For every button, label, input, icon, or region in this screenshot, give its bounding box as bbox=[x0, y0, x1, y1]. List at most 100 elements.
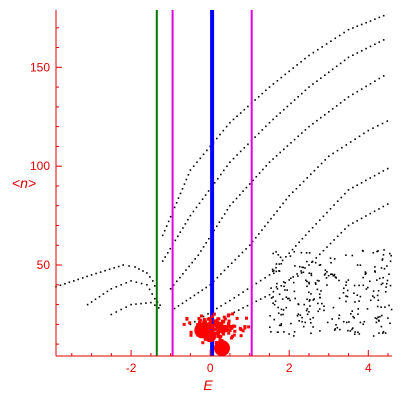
cloud-point bbox=[382, 254, 385, 256]
band-4-point bbox=[169, 247, 172, 250]
band-7-point bbox=[378, 172, 380, 175]
state-point bbox=[227, 319, 231, 323]
band-6-point bbox=[306, 177, 308, 179]
cloud-point bbox=[293, 251, 296, 253]
band-6-point bbox=[185, 299, 188, 302]
cloud-point bbox=[361, 249, 364, 252]
cloud-point bbox=[351, 310, 353, 312]
cloud-point bbox=[354, 301, 356, 303]
band-8-point bbox=[259, 298, 262, 300]
band-6-point bbox=[341, 146, 343, 149]
cloud-point bbox=[362, 276, 364, 279]
cloud-point bbox=[380, 283, 383, 286]
band-3-point bbox=[268, 86, 271, 88]
cloud-point bbox=[334, 276, 337, 278]
band-7-point bbox=[319, 219, 321, 221]
cloud-point bbox=[326, 271, 328, 273]
state-point bbox=[182, 322, 186, 326]
band-0-point bbox=[95, 272, 97, 275]
band-6-point bbox=[279, 206, 281, 208]
band-6-point bbox=[328, 155, 330, 158]
band-6-point bbox=[295, 187, 298, 190]
band-4-point bbox=[378, 41, 381, 43]
cloud-point bbox=[381, 259, 384, 261]
band-0-point bbox=[108, 268, 111, 271]
cloud-point bbox=[278, 324, 281, 327]
band-6-point bbox=[354, 138, 356, 140]
band-5-point bbox=[216, 225, 218, 228]
band-7-point bbox=[382, 170, 385, 172]
band-3-point bbox=[222, 129, 225, 132]
cloud-point bbox=[388, 304, 390, 307]
cloud-point bbox=[356, 264, 359, 266]
cloud-point bbox=[286, 289, 288, 291]
band-5-point bbox=[324, 114, 326, 116]
band-5-point bbox=[331, 108, 334, 110]
band-7-point bbox=[329, 208, 332, 210]
cloud-point bbox=[280, 308, 283, 311]
band-4-point bbox=[189, 214, 192, 217]
cloud-point bbox=[319, 330, 321, 332]
band-2-point bbox=[115, 311, 118, 313]
band-7-point bbox=[259, 279, 262, 282]
cloud-point bbox=[372, 295, 374, 297]
band-6-point bbox=[282, 202, 284, 205]
band-3-point bbox=[187, 174, 190, 176]
band-3-point bbox=[272, 83, 275, 85]
state-point bbox=[222, 332, 225, 336]
cloud-point bbox=[296, 315, 299, 317]
cloud-point bbox=[357, 331, 359, 333]
band-5-point bbox=[279, 151, 281, 154]
state-point bbox=[216, 326, 219, 330]
band-4-point bbox=[243, 147, 246, 149]
band-6-point bbox=[227, 266, 229, 268]
band-6-point bbox=[270, 217, 272, 220]
band-7-point bbox=[304, 234, 307, 236]
band-1-point bbox=[110, 288, 113, 290]
band-3-point bbox=[308, 54, 310, 57]
band-8-point bbox=[347, 224, 350, 227]
cloud-point bbox=[372, 335, 375, 337]
band-7-point bbox=[322, 215, 325, 218]
state-point bbox=[217, 317, 221, 321]
x-axis-label: E bbox=[203, 377, 213, 393]
band-4-point bbox=[365, 47, 367, 50]
cloud-point bbox=[269, 315, 271, 317]
band-4-point bbox=[369, 45, 372, 48]
band-7-point bbox=[246, 288, 249, 290]
band-8-point bbox=[304, 267, 306, 269]
band-4-point bbox=[198, 202, 201, 205]
band-3-point bbox=[288, 70, 290, 73]
cloud-point bbox=[389, 252, 391, 255]
band-6-point bbox=[285, 198, 287, 201]
band-6-point bbox=[381, 122, 384, 125]
band-8-point bbox=[352, 222, 354, 224]
cloud-point bbox=[293, 290, 296, 293]
band-8-point bbox=[340, 231, 343, 234]
cloud-point bbox=[316, 279, 319, 282]
band-7-point bbox=[278, 263, 281, 265]
band-7-point bbox=[315, 223, 317, 225]
cloud-point bbox=[369, 280, 371, 283]
cloud-point bbox=[309, 305, 311, 307]
band-3-point bbox=[216, 137, 218, 140]
cloud-point bbox=[324, 272, 327, 275]
band-8-point bbox=[319, 253, 321, 256]
band-8-point bbox=[382, 205, 385, 208]
cloud-point bbox=[379, 315, 381, 318]
state-point bbox=[197, 317, 201, 320]
cloud-point bbox=[356, 294, 359, 296]
band-7-point bbox=[333, 204, 335, 206]
cloud-point bbox=[383, 249, 385, 251]
band-6-point bbox=[367, 129, 370, 132]
band-3-point bbox=[243, 108, 246, 111]
band-5-point bbox=[182, 273, 184, 275]
cloud-point bbox=[293, 335, 295, 337]
cloud-point bbox=[274, 300, 277, 302]
cloud-point bbox=[280, 323, 283, 325]
band-4-point bbox=[164, 256, 166, 258]
band-5-point bbox=[347, 96, 350, 98]
cloud-point bbox=[353, 333, 356, 335]
cloud-point bbox=[353, 317, 355, 319]
band-4-point bbox=[236, 154, 238, 156]
